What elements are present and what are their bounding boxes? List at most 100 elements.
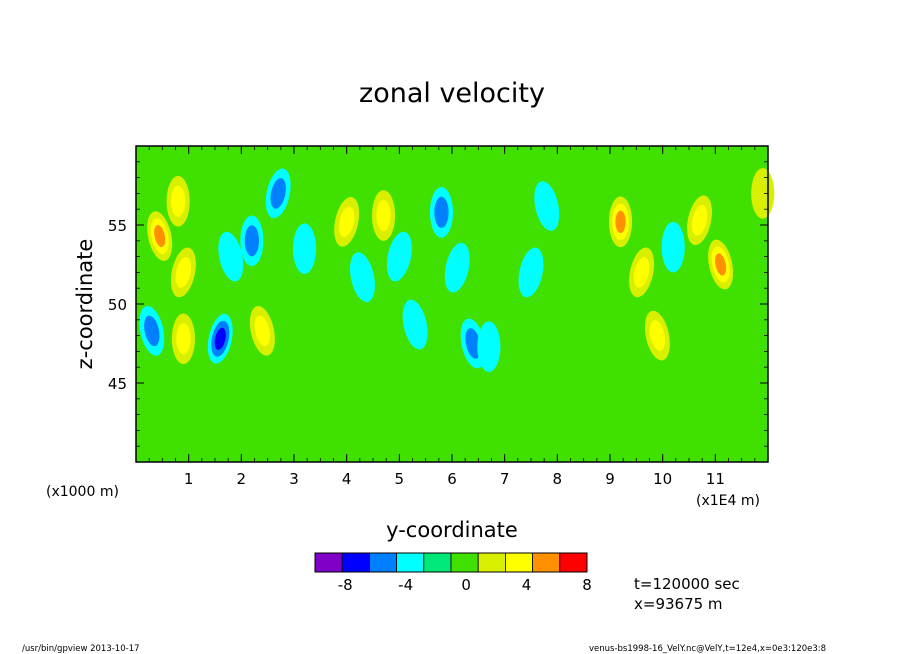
colorbar-swatch — [314, 552, 343, 573]
contour-band — [144, 315, 160, 347]
colorbar-swatch — [532, 552, 561, 573]
time-annotation: t=120000 sec — [634, 575, 740, 593]
contour-feature — [477, 321, 501, 372]
x-tick-label: 8 — [553, 470, 563, 488]
contour-band — [386, 231, 412, 282]
x-axis-label: y-coordinate — [386, 518, 518, 542]
contour-band — [171, 185, 186, 217]
contour-feature — [207, 313, 233, 364]
field-background — [136, 146, 768, 462]
contour-band — [270, 178, 286, 209]
contour-feature — [249, 306, 275, 356]
x-tick-label: 11 — [706, 470, 725, 488]
contour-band — [434, 196, 449, 228]
contour-feature — [139, 306, 165, 356]
contour-feature — [171, 313, 195, 365]
contour-band — [244, 225, 259, 257]
colorbar-label: 4 — [522, 576, 532, 594]
x-tick-label: 9 — [605, 470, 615, 488]
contour-band — [691, 204, 708, 236]
contour-band — [465, 328, 481, 359]
contour-feature — [429, 187, 454, 238]
y-axis: 45 50 55 — [108, 145, 768, 463]
contour-feature — [218, 231, 244, 282]
contour-feature — [687, 195, 713, 246]
contour-feature — [751, 168, 775, 219]
contour-band — [649, 320, 666, 351]
contour-feature — [629, 247, 655, 298]
colorbar-swatch — [559, 552, 588, 573]
colorbar-swatch — [477, 552, 506, 573]
contour-band — [175, 257, 192, 288]
contour-feature — [444, 242, 470, 293]
contour-band — [661, 221, 685, 273]
contour-band — [633, 257, 650, 288]
x-tick-label: 4 — [342, 470, 352, 488]
plot-area — [135, 145, 775, 463]
contour-feature — [265, 168, 291, 219]
contour-band — [292, 223, 317, 274]
contour-band — [338, 206, 355, 238]
contour-feature — [292, 223, 317, 274]
x-tick-label: 3 — [289, 470, 299, 488]
contour-band — [154, 225, 166, 248]
x-tick-label: 2 — [237, 470, 247, 488]
contour-feature — [386, 231, 412, 282]
contour-band — [444, 242, 470, 293]
colorbar-frame — [314, 552, 588, 573]
contour-band — [349, 252, 375, 302]
contour-field — [136, 146, 775, 462]
contour-band — [751, 168, 775, 219]
contour-feature — [708, 239, 734, 290]
contour-feature — [349, 252, 375, 302]
x-tick-label: 1 — [184, 470, 194, 488]
contour-band — [615, 210, 626, 234]
contour-band — [214, 327, 226, 350]
chart-title: zonal velocity — [359, 78, 545, 109]
position-annotation: x=93675 m — [634, 595, 723, 613]
x-tick-label: 5 — [395, 470, 405, 488]
footer-right: venus-bs1998-16_VelY.nc@VelY,t=12e4,x=0e… — [589, 644, 826, 654]
contour-band — [218, 231, 244, 282]
colorbar-label: 0 — [461, 576, 471, 594]
contour-feature — [402, 299, 428, 350]
contour-feature — [608, 196, 633, 248]
colorbar-label: 8 — [582, 576, 592, 594]
colorbar-swatch — [341, 552, 370, 573]
x-tick-label: 10 — [653, 470, 672, 488]
footer-left: /usr/bin/gpview 2013-10-17 — [22, 644, 140, 654]
colorbar-label: -8 — [338, 576, 353, 594]
contour-band — [518, 247, 544, 298]
x-unit-right: (x1E4 m) — [696, 493, 760, 509]
contour-band — [402, 299, 428, 350]
colorbar-label: -4 — [398, 576, 413, 594]
contour-feature — [170, 247, 196, 298]
contour-band — [254, 315, 271, 347]
contour-feature — [371, 190, 396, 241]
contour-band — [715, 253, 727, 276]
contour-band — [376, 199, 391, 232]
colorbar: -8 -4 0 4 8 — [314, 552, 592, 594]
contour-feature — [240, 215, 264, 267]
y-tick-label: 50 — [108, 296, 127, 314]
x-unit-left: (x1000 m) — [46, 484, 119, 500]
colorbar-swatch — [423, 552, 452, 573]
x-tick-label: 6 — [447, 470, 457, 488]
contour-band — [534, 181, 560, 231]
x-axis: 1 2 3 4 5 6 7 8 9 10 11 — [135, 146, 769, 488]
y-tick-label: 45 — [108, 375, 127, 393]
colorbar-swatch — [450, 552, 479, 573]
colorbar-swatch — [396, 552, 425, 573]
contour-feature — [661, 221, 685, 273]
contour-band — [176, 323, 191, 355]
contour-feature — [534, 181, 560, 231]
contour-feature — [518, 247, 544, 298]
contour-feature — [147, 211, 173, 261]
contour-feature — [644, 310, 670, 361]
colorbar-swatch — [368, 552, 397, 573]
y-tick-label: 55 — [108, 217, 127, 235]
contour-feature — [334, 196, 360, 247]
colorbar-swatch — [504, 552, 533, 573]
contour-feature — [166, 176, 190, 227]
